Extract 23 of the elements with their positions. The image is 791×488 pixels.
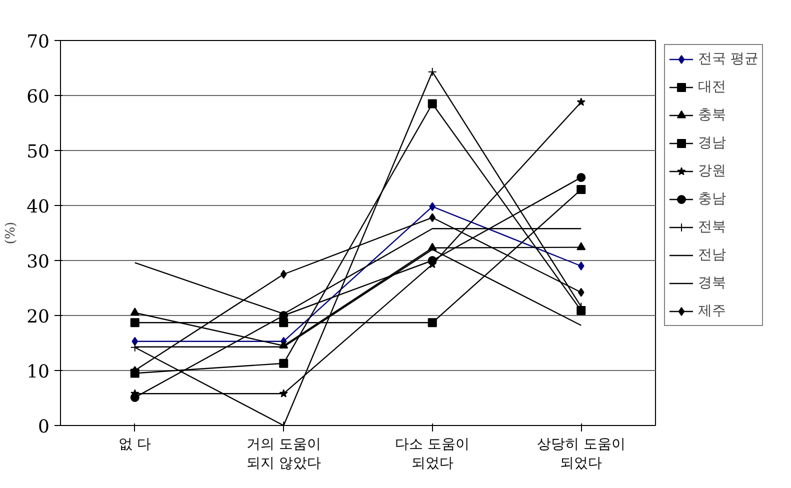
x-tick-label: 상당히 도움이 되었다 — [536, 436, 626, 472]
y-tick-label: 0 — [38, 416, 50, 438]
y-tick-label: 50 — [26, 142, 50, 162]
x-tick-label: 다소 도움이 되었다 — [395, 436, 470, 472]
legend-label: 전남 — [698, 246, 727, 264]
legend-label: 충북 — [698, 106, 727, 124]
legend-label: 전북 — [698, 218, 727, 236]
x-tick-label: 없 다 — [118, 436, 152, 452]
y-tick-label: 70 — [26, 32, 50, 52]
y-tick-label: 60 — [26, 86, 50, 108]
y-tick-label: 40 — [26, 196, 50, 218]
legend-label: 경북 — [698, 274, 727, 292]
legend-label: 경남 — [698, 134, 727, 152]
x-tick-label: 거의 도움이 되지 않았다 — [246, 436, 321, 472]
legend-label: 충남 — [698, 190, 727, 208]
y-tick-label: 10 — [26, 362, 50, 382]
legend-label: 대전 — [698, 78, 727, 96]
legend-label: 제주 — [698, 302, 727, 320]
y-tick-label: 20 — [26, 306, 50, 328]
y-axis-title: (%) — [4, 222, 19, 244]
legend-label: 강원 — [698, 162, 727, 180]
legend-label: 전국 평균 — [698, 50, 758, 68]
y-tick-label: 30 — [26, 252, 50, 272]
